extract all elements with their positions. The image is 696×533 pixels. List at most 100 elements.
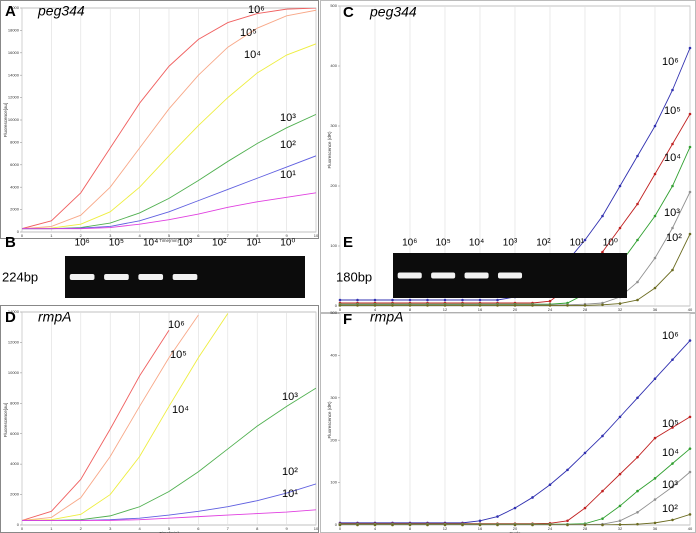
- x-tick-label: 16: [478, 307, 483, 312]
- x-tick-label: 2: [80, 526, 83, 531]
- data-point: [688, 415, 692, 419]
- data-point: [408, 523, 412, 527]
- series-line: [22, 8, 316, 230]
- lane-label: 10⁰: [603, 238, 618, 249]
- data-point: [356, 523, 359, 527]
- data-point: [601, 303, 604, 307]
- series-line: [22, 192, 316, 230]
- x-tick-label: 3: [109, 233, 112, 238]
- data-point: [408, 304, 412, 307]
- series-label: 10⁵: [240, 27, 257, 39]
- data-point: [443, 523, 447, 527]
- series-label: 10²: [280, 139, 296, 151]
- panel-letter: D: [5, 309, 16, 326]
- data-point: [478, 519, 482, 523]
- series-line: [22, 330, 170, 521]
- series-label: 10³: [280, 112, 296, 124]
- data-point: [583, 304, 587, 307]
- x-tick-label: 7: [227, 233, 230, 238]
- gel-band: [69, 274, 95, 280]
- data-point: [461, 304, 464, 307]
- series-label: 10⁴: [662, 447, 679, 459]
- data-point: [653, 256, 657, 260]
- gel-band: [172, 274, 198, 280]
- data-point: [671, 518, 674, 522]
- data-point: [636, 154, 639, 158]
- x-tick-label: 10: [314, 233, 319, 238]
- series-label: 10⁵: [662, 418, 679, 430]
- x-tick-label: 6: [197, 526, 200, 531]
- data-point: [548, 523, 552, 527]
- data-point: [618, 519, 622, 523]
- data-point: [671, 426, 674, 429]
- data-point: [636, 396, 639, 400]
- series-label: 10⁵: [664, 105, 681, 117]
- lane-label: 10²: [212, 238, 227, 249]
- data-point: [531, 496, 534, 499]
- panel-title: peg344: [37, 3, 85, 19]
- data-point: [583, 523, 587, 527]
- gel-band: [397, 272, 422, 279]
- x-tick-label: 0: [21, 526, 24, 531]
- lane-label: 10⁰: [280, 238, 295, 249]
- series-label: 10⁴: [664, 152, 681, 164]
- data-point: [496, 523, 499, 527]
- y-tick-label: 8000: [10, 400, 20, 405]
- gel-band: [104, 274, 129, 280]
- x-tick-label: 9: [285, 526, 288, 531]
- x-tick-label: 2: [80, 233, 83, 238]
- data-point: [636, 280, 639, 284]
- data-point: [671, 462, 674, 465]
- series-line: [22, 509, 316, 521]
- y-tick-label: 4000: [10, 184, 20, 189]
- data-point: [671, 184, 674, 188]
- y-tick-label: 100: [330, 243, 337, 248]
- data-point: [496, 515, 499, 518]
- x-tick-label: 40: [688, 526, 693, 531]
- data-point: [601, 214, 604, 218]
- x-tick-label: 12: [443, 526, 448, 531]
- data-point: [653, 477, 657, 480]
- x-tick-label: 12: [443, 307, 448, 312]
- x-tick-label: 10: [314, 526, 319, 531]
- y-tick-label: 10000: [8, 370, 20, 375]
- x-tick-label: 36: [653, 526, 658, 531]
- panel-letter: C: [343, 4, 354, 21]
- data-point: [636, 510, 639, 514]
- panel-frame: [0, 0, 319, 239]
- series-label: 10³: [662, 479, 678, 491]
- data-point: [583, 238, 587, 242]
- data-point: [671, 142, 674, 146]
- series-label: 10³: [282, 391, 298, 403]
- y-tick-label: 10000: [8, 117, 20, 122]
- panel-title: peg344: [369, 4, 417, 20]
- x-tick-label: 7: [227, 526, 230, 531]
- y-tick-label: 200: [330, 183, 337, 188]
- y-tick-label: 100: [330, 480, 337, 485]
- series-label: 10³: [664, 207, 680, 219]
- x-tick-label: 5: [168, 233, 171, 238]
- y-tick-label: 400: [330, 352, 337, 357]
- x-tick-label: 6: [197, 233, 200, 238]
- x-tick-label: 8: [409, 307, 412, 312]
- lane-label: 10⁶: [402, 238, 417, 249]
- data-point: [618, 523, 622, 526]
- data-point: [636, 489, 639, 493]
- lane-label: 10⁵: [436, 238, 451, 249]
- series-label: 10¹: [282, 488, 298, 500]
- x-tick-label: 8: [256, 526, 259, 531]
- y-axis-label: Fluorescence[au]: [3, 103, 8, 138]
- y-tick-label: 6000: [10, 431, 20, 436]
- data-point: [356, 304, 359, 307]
- data-point: [391, 304, 394, 307]
- data-point: [618, 472, 622, 476]
- data-point: [408, 298, 412, 302]
- y-tick-label: 300: [330, 395, 337, 400]
- series-label: 10⁶: [168, 319, 185, 331]
- x-tick-label: 8: [409, 526, 412, 531]
- x-tick-label: 16: [478, 526, 483, 531]
- y-axis-label: Fluorescence (dR): [327, 131, 332, 169]
- data-point: [636, 298, 639, 302]
- series-label: 10²: [666, 232, 682, 244]
- data-point: [653, 521, 657, 525]
